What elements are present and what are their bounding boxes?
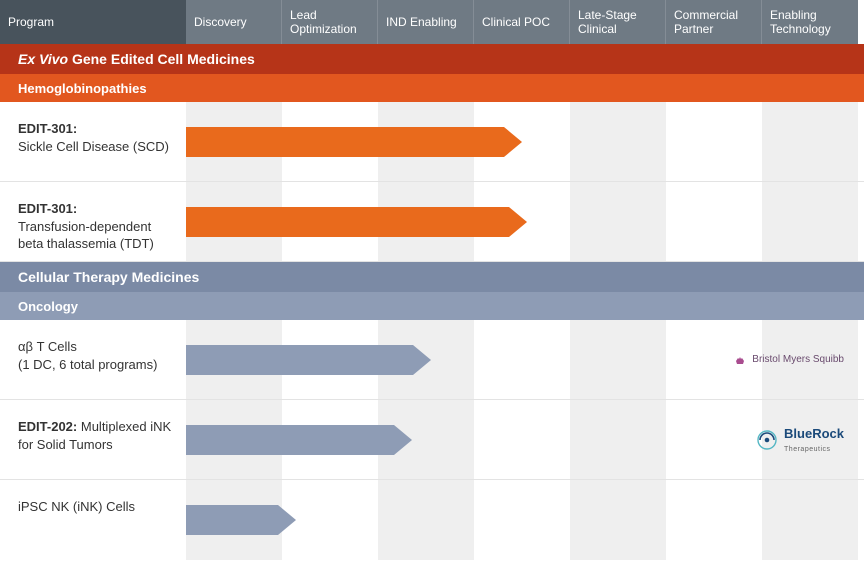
- header-program: Program: [0, 0, 186, 44]
- partner-bluerock-text: BlueRock: [784, 426, 844, 441]
- section-2-title-rest: Cellular Therapy Medicines: [18, 269, 199, 285]
- section-1-title: Ex Vivo Gene Edited Cell Medicines: [0, 44, 864, 74]
- program-label-strong: EDIT-301:: [18, 201, 77, 216]
- bluerock-icon: [756, 429, 778, 451]
- partner-bms: Bristol Myers Squibb: [734, 354, 844, 366]
- header-stage-2: IND Enabling: [378, 0, 474, 44]
- program-label-strong: EDIT-202:: [18, 419, 77, 434]
- program-label: EDIT-301: Transfusion-dependent beta tha…: [0, 182, 186, 261]
- progress-arrow: [186, 127, 522, 157]
- program-label-strong: EDIT-301:: [18, 121, 77, 136]
- program-row: EDIT-301: Transfusion-dependent beta tha…: [0, 182, 864, 262]
- section-1-title-italic: Ex Vivo: [18, 51, 68, 67]
- program-row: EDIT-301: Sickle Cell Disease (SCD): [0, 102, 864, 182]
- section-1-sub: Hemoglobinopathies: [0, 74, 864, 102]
- progress-arrow: [186, 425, 412, 455]
- pipeline-chart: Program Discovery Lead Optimization IND …: [0, 0, 864, 560]
- program-label: EDIT-301: Sickle Cell Disease (SCD): [0, 102, 186, 181]
- partner-bluerock-sub: Therapeutics: [784, 446, 830, 453]
- program-label: EDIT-202: Multiplexed iNK for Solid Tumo…: [0, 400, 186, 479]
- header-stage-6: Enabling Technology: [762, 0, 858, 44]
- header-stage-4: Late-Stage Clinical: [570, 0, 666, 44]
- progress-arrow: [186, 345, 431, 375]
- header-row: Program Discovery Lead Optimization IND …: [0, 0, 864, 44]
- program-label-rest: Sickle Cell Disease (SCD): [18, 139, 169, 154]
- progress-arrow: [186, 505, 296, 535]
- program-row: αβ T Cells(1 DC, 6 total programs) Brist…: [0, 320, 864, 400]
- program-row: EDIT-202: Multiplexed iNK for Solid Tumo…: [0, 400, 864, 480]
- program-label: αβ T Cells(1 DC, 6 total programs): [0, 320, 186, 399]
- header-stage-0: Discovery: [186, 0, 282, 44]
- section-2-sub: Oncology: [0, 292, 864, 320]
- section-1-title-rest: Gene Edited Cell Medicines: [68, 51, 255, 67]
- program-label-rest: αβ T Cells(1 DC, 6 total programs): [18, 339, 157, 372]
- header-stage-5: Commercial Partner: [666, 0, 762, 44]
- progress-arrow: [186, 207, 527, 237]
- partner-bluerock: BlueRock Therapeutics: [756, 427, 844, 453]
- program-label-rest: Transfusion-dependent beta thalassemia (…: [18, 219, 154, 252]
- bms-hand-icon: [734, 354, 746, 366]
- section-2-title: Cellular Therapy Medicines: [0, 262, 864, 292]
- header-stage-3: Clinical POC: [474, 0, 570, 44]
- partner-bms-text: Bristol Myers Squibb: [752, 354, 844, 365]
- program-label: iPSC NK (iNK) Cells: [0, 480, 186, 560]
- header-stage-1: Lead Optimization: [282, 0, 378, 44]
- program-label-rest: iPSC NK (iNK) Cells: [18, 499, 135, 514]
- program-row: iPSC NK (iNK) Cells: [0, 480, 864, 560]
